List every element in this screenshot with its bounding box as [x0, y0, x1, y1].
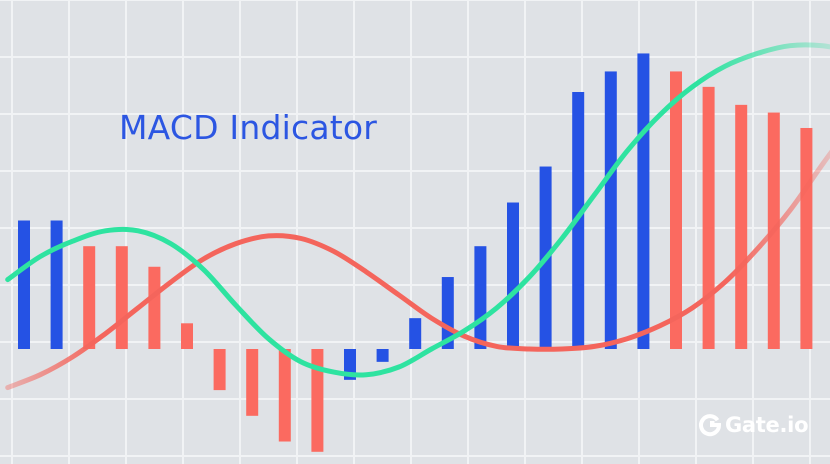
- histogram-bar: [115, 246, 128, 349]
- histogram-bar: [637, 53, 650, 349]
- histogram-bar: [702, 86, 715, 350]
- histogram-bar: [246, 349, 259, 416]
- histogram-bar: [311, 349, 324, 452]
- histogram-bar: [376, 349, 389, 362]
- histogram-bar: [474, 246, 487, 349]
- histogram-bar: [181, 323, 193, 349]
- histogram-bar: [507, 202, 519, 349]
- brand-text: Gate.io: [725, 413, 809, 437]
- histogram-bar: [278, 349, 291, 442]
- chart-title: MACD Indicator: [119, 108, 378, 147]
- histogram-bar: [604, 71, 617, 349]
- signal-line: [5, 149, 830, 391]
- histogram-bar: [18, 220, 30, 349]
- histogram-bar: [800, 127, 813, 349]
- histogram-bar: [213, 349, 226, 391]
- histogram-bar: [50, 220, 63, 349]
- histogram-bars: [18, 53, 813, 452]
- histogram-bar: [409, 318, 422, 349]
- histogram-bar: [83, 246, 96, 349]
- histogram-bar: [735, 104, 748, 349]
- macd-line: [5, 42, 830, 378]
- brand-logo: Gate.io: [698, 410, 809, 440]
- gate-logo-icon: [699, 414, 722, 437]
- histogram-bar: [670, 71, 682, 349]
- histogram-bar: [148, 266, 161, 349]
